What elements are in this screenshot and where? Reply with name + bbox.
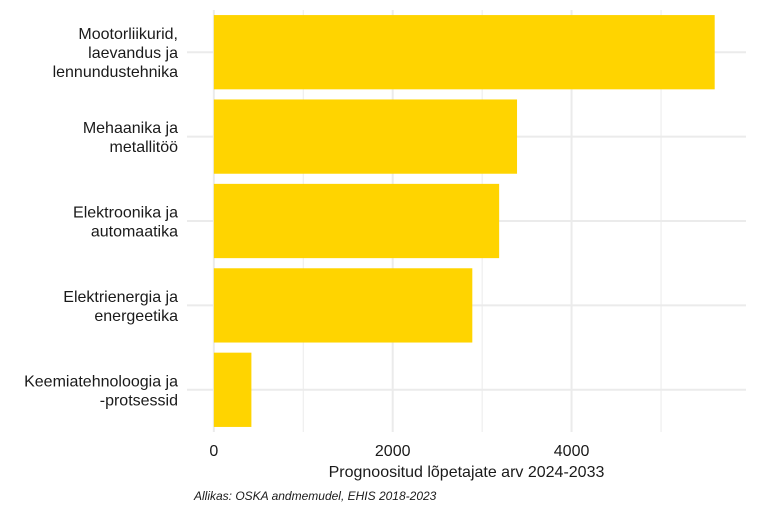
- category-label: Elektrienergia ja energeetika: [63, 289, 178, 325]
- category-label-line: laevandus ja: [88, 45, 178, 62]
- bars: [213, 15, 715, 427]
- bar: [213, 15, 715, 90]
- category-label-line: -protsessid: [100, 392, 178, 409]
- source-caption: Allikas: OSKA andmemudel, EHIS 2018-2023: [193, 489, 437, 503]
- x-axis-title: Prognoositud lõpetajate arv 2024-2033: [329, 464, 605, 481]
- category-label-line: Elektrienergia ja: [63, 289, 178, 306]
- x-tick-label: 0: [209, 443, 218, 460]
- category-label: Mootorliikurid, laevandus ja lennundustehn…: [53, 26, 179, 81]
- bar: [213, 99, 518, 174]
- category-label: Keemiatehnoloogia ja -protsessid: [24, 373, 178, 409]
- category-label-line: Keemiatehnoloogia ja: [24, 373, 178, 390]
- category-label-line: metallitöö: [110, 139, 179, 156]
- x-tick-labels: 0 2000 4000: [209, 443, 589, 460]
- x-tick-label: 2000: [375, 443, 411, 460]
- bar: [213, 183, 500, 259]
- bar: [213, 352, 252, 427]
- category-label: Elektroonika ja automaatika: [73, 205, 178, 241]
- bar: [213, 268, 473, 343]
- category-label-line: Mehaanika ja: [83, 120, 178, 137]
- category-label-line: Elektroonika ja: [73, 205, 178, 222]
- category-label-line: lennundustehnika: [53, 64, 179, 81]
- x-tick-label: 4000: [554, 443, 590, 460]
- category-label: Mehaanika ja metallitöö: [83, 120, 178, 156]
- category-label-line: automaatika: [91, 224, 178, 241]
- category-labels: Mootorliikurid, laevandus ja lennundustehn…: [24, 26, 178, 409]
- category-label-line: Mootorliikurid,: [78, 26, 178, 43]
- category-label-line: energeetika: [94, 308, 178, 325]
